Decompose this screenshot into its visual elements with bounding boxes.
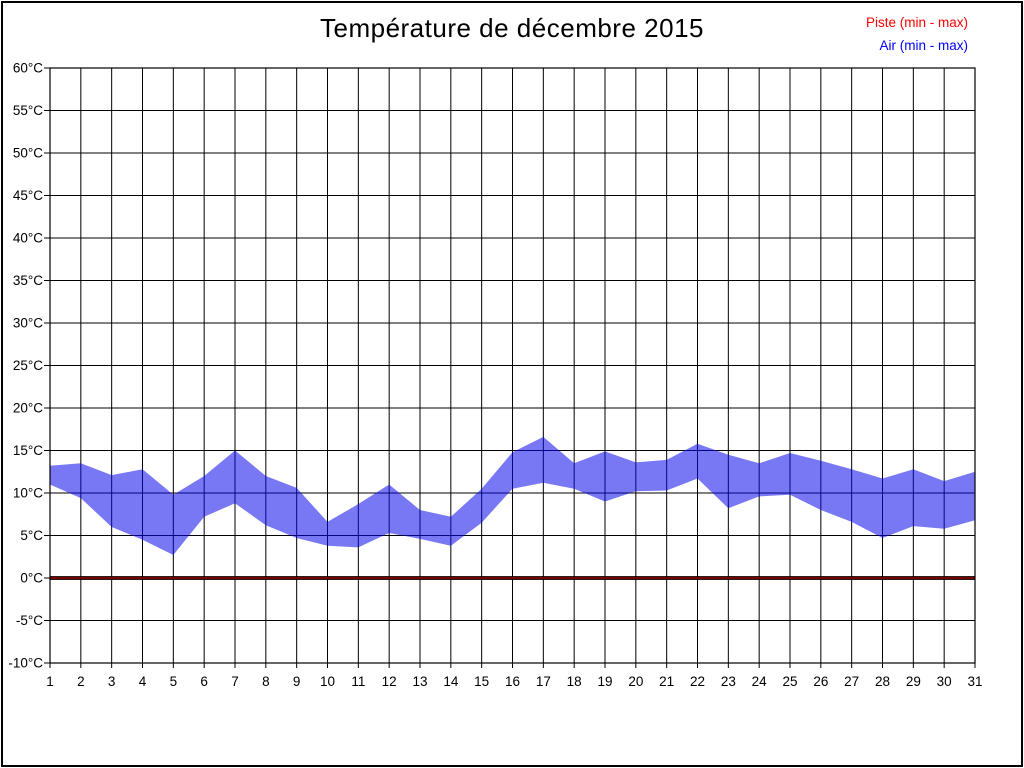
svg-text:5°C: 5°C — [20, 528, 43, 543]
svg-text:11: 11 — [351, 674, 365, 689]
svg-text:14: 14 — [443, 674, 459, 689]
svg-text:30°C: 30°C — [13, 316, 43, 331]
svg-text:9: 9 — [293, 674, 301, 689]
svg-text:5: 5 — [170, 674, 178, 689]
svg-text:25°C: 25°C — [13, 358, 43, 373]
svg-text:45°C: 45°C — [13, 188, 43, 203]
svg-text:4: 4 — [139, 674, 147, 689]
svg-text:3: 3 — [108, 674, 116, 689]
legend: Piste (min - max) Air (min - max) — [866, 11, 968, 57]
svg-text:20°C: 20°C — [13, 401, 43, 416]
svg-text:13: 13 — [412, 674, 427, 689]
svg-text:22: 22 — [690, 674, 705, 689]
svg-text:-10°C: -10°C — [8, 656, 43, 671]
svg-text:-5°C: -5°C — [16, 613, 43, 628]
temperature-band — [50, 436, 975, 556]
svg-text:10: 10 — [320, 674, 335, 689]
svg-text:29: 29 — [906, 674, 921, 689]
svg-text:0°C: 0°C — [20, 571, 43, 586]
svg-text:17: 17 — [536, 674, 551, 689]
svg-text:19: 19 — [597, 674, 612, 689]
svg-text:50°C: 50°C — [13, 146, 43, 161]
svg-text:10°C: 10°C — [13, 486, 43, 501]
svg-text:25: 25 — [782, 674, 797, 689]
svg-text:26: 26 — [813, 674, 828, 689]
svg-text:16: 16 — [505, 674, 520, 689]
svg-text:55°C: 55°C — [13, 103, 43, 118]
legend-piste-label: Piste (min - max) — [865, 15, 968, 30]
svg-text:15: 15 — [474, 674, 489, 689]
svg-text:21: 21 — [659, 674, 674, 689]
svg-text:8: 8 — [262, 674, 270, 689]
x-axis-labels: 1 2 3 4 5 6 7 8 9 10 11 12 13 14 15 16 17 18 19 20 21 22 23 24 2… — [46, 674, 982, 689]
svg-text:30: 30 — [937, 674, 952, 689]
svg-text:20: 20 — [628, 674, 643, 689]
legend-air-label: Air (min - max) — [879, 38, 969, 53]
y-axis-labels: -10°C -5°C 0°C 5°C 10°C 15°C 20°C 25°C 30°C 35°C 4… — [8, 61, 43, 671]
svg-text:28: 28 — [875, 674, 890, 689]
svg-text:2: 2 — [77, 674, 85, 689]
svg-text:6: 6 — [200, 674, 208, 689]
svg-text:27: 27 — [844, 674, 859, 689]
svg-text:35°C: 35°C — [13, 273, 43, 288]
svg-text:18: 18 — [567, 674, 582, 689]
svg-text:24: 24 — [752, 674, 768, 689]
svg-text:12: 12 — [382, 674, 397, 689]
svg-text:1: 1 — [46, 674, 54, 689]
svg-text:60°C: 60°C — [13, 61, 43, 76]
svg-text:7: 7 — [231, 674, 239, 689]
svg-text:31: 31 — [967, 674, 982, 689]
svg-text:23: 23 — [721, 674, 736, 689]
svg-text:15°C: 15°C — [13, 443, 43, 458]
plot-border — [49, 67, 976, 664]
svg-text:40°C: 40°C — [13, 231, 43, 246]
chart-title: Température de décembre 2015 — [319, 13, 704, 43]
